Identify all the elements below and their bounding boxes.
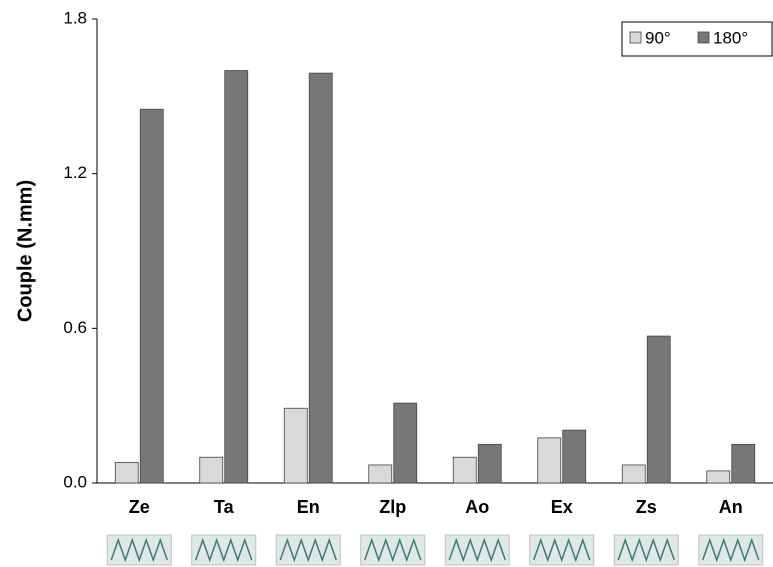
bar [139,108,164,484]
legend-label: 180° [713,28,748,47]
bar [646,335,671,484]
bar [731,443,756,484]
x-tick-label: Ao [465,497,489,517]
stent-wire [702,537,760,563]
y-tick-label: 0.0 [63,472,87,491]
bar [308,72,333,484]
y-tick-label: 1.2 [63,163,87,182]
x-tick-label: Ex [551,497,573,517]
legend-box [621,21,773,57]
bar [199,456,224,484]
x-tick-label: Ze [129,497,150,517]
bar [224,70,249,484]
stent-wire [364,537,422,563]
x-tick-label: An [719,497,743,517]
bar [368,464,393,484]
x-tick-label: En [297,497,320,517]
y-tick-label: 0.6 [63,318,87,337]
bar [114,461,139,484]
x-tick-label: Ta [214,497,235,517]
bar [621,464,646,484]
legend-label: 90° [645,28,671,47]
stent-wire [448,537,506,563]
stent-wire [617,537,675,563]
bar [477,443,502,484]
y-axis-title: Couple (N.mm) [14,180,36,322]
bar [452,456,477,484]
bar [393,402,418,484]
x-tick-label: Zlp [379,497,406,517]
y-tick-label: 1.8 [63,8,87,27]
stent-wire [110,537,168,563]
stent-wire [195,537,253,563]
legend-swatch [629,31,642,44]
legend-swatch [697,31,710,44]
stent-wire [279,537,337,563]
bar [537,437,562,484]
bar [562,429,587,484]
bar [283,407,308,484]
x-tick-label: Zs [636,497,657,517]
bar [706,470,731,484]
stent-wire [533,537,591,563]
